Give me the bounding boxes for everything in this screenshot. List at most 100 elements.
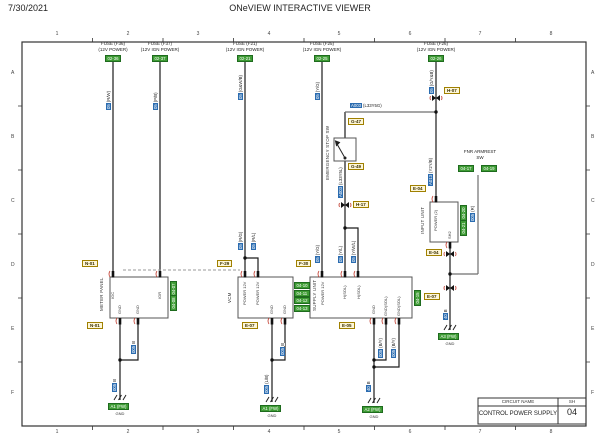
grid-row-left-E: E (11, 326, 15, 332)
wire-color: (B/Y) (378, 338, 384, 348)
grid-col-bot-5: 5 (337, 429, 341, 435)
wire-id: 05 (315, 93, 321, 100)
input-ref1-tag[interactable]: 04-20 (460, 205, 468, 221)
fuse-f26-name: FUSE (F26) (423, 41, 449, 46)
connector-tag-h07[interactable]: H-07 (444, 87, 460, 95)
supply-pin-gndsol1: GND(SOL) (382, 296, 388, 316)
meter-panel-pin-gnd1: GND (116, 305, 122, 314)
grid-row-right-F: F (591, 390, 595, 396)
grid-row-right-D: D (591, 262, 595, 268)
connector-tag-n01-bottom[interactable]: N-01 (87, 322, 103, 330)
connector-icons (338, 95, 457, 291)
wire-color: (G&W/B) (238, 75, 244, 93)
connector-tag-g49[interactable]: G-49 (348, 163, 365, 171)
grid-row-left-C: C (11, 198, 15, 204)
wire-color: (R/L) (251, 232, 257, 243)
emergency-stop-switch-icon (334, 140, 347, 160)
meter-panel-ref2-tag[interactable]: 04-08 (170, 295, 178, 311)
vcm-pin-gnd1: GND (268, 305, 274, 314)
fnr-ref1-tag[interactable]: 04-17 (458, 165, 474, 173)
vcm-name: VCM (227, 292, 232, 303)
title-block-frame (477, 397, 587, 425)
supply-ref-tag[interactable]: 04-15 (414, 290, 422, 306)
grid-col-top-1: 1 (55, 31, 59, 37)
wire-color: (R/W) (106, 91, 112, 103)
page-title: ONeVIEW INTERACTIVE VIEWER (229, 3, 371, 13)
meter-panel-pin-igc: IGC (109, 291, 115, 299)
wire-id: 005 (470, 212, 476, 222)
connector-tag-n01-top[interactable]: N-01 (82, 260, 98, 268)
wire-label-supply-gnd3: 40 B (366, 381, 372, 392)
fuse-f36-name: FUSE (F36) (100, 41, 126, 46)
wire-color: (L/B) (264, 374, 270, 384)
supply-pin-gndsol2: GND(SOL) (395, 296, 401, 316)
fuse-f37-ref-tag[interactable]: 02-37 (152, 55, 168, 63)
wire-color: B (112, 378, 118, 382)
grid-row-left-D: D (11, 262, 15, 268)
wire-id: 005 (280, 346, 286, 356)
fuse-f37-name: FUSE (F37) (147, 41, 173, 46)
connector-tag-e04-mid[interactable]: E-04 (426, 249, 442, 257)
gnd-label-meter: GND (115, 411, 125, 416)
connector-tag-e07-vcm[interactable]: E-07 (242, 322, 258, 330)
wire-color: B (366, 381, 372, 385)
wire-color: (Y/L) (338, 245, 344, 256)
junction-nodes (118, 110, 452, 369)
grid-row-left-F: F (11, 390, 15, 396)
fuse-f25-ref-tag[interactable]: 02-25 (314, 55, 330, 63)
wire-id: 005 (264, 384, 270, 394)
grid-row-right-C: C (591, 198, 595, 204)
ground-ref-tag-supply[interactable]: A2 (FW) (362, 406, 383, 414)
connector-tag-f30[interactable]: F-30 (296, 260, 312, 268)
grid-row-right-B: B (591, 134, 595, 140)
fuse-f37-desc: (12V IGN POWER) (140, 47, 180, 52)
ground-ref-tag-vcm[interactable]: A1 (FW) (260, 405, 281, 413)
fuse-f36-ref-tag[interactable]: 02-36 (105, 55, 121, 63)
fnr-ref2-tag[interactable]: 04-19 (481, 165, 497, 173)
grid-row-left-A: A (11, 70, 15, 76)
vcm-ref3-tag[interactable]: 04-12 (294, 297, 310, 305)
supply-pin-hsol1: H(SOL) (341, 285, 347, 299)
wire-label-vcm-in1: 05 (R/G) (238, 231, 244, 250)
pin-marks (108, 195, 448, 325)
grid-col-bot-3: 3 (196, 429, 200, 435)
connector-tag-e07-low[interactable]: E-07 (424, 293, 440, 301)
fuse-f21-ref-tag[interactable]: 02-21 (237, 55, 253, 63)
vcm-ref2-tag[interactable]: 04-11 (294, 289, 310, 297)
meter-panel-pin-gnd2: GND (134, 305, 140, 314)
page-date: 7/30/2021 (8, 3, 49, 13)
wire-id: 05 (338, 256, 344, 263)
fuse-f26-ref-tag[interactable]: 02-26 (428, 55, 444, 63)
grid-row-left-B: B (11, 134, 15, 140)
fuse-f21-name: FUSE (F21) (232, 41, 258, 46)
ground-icons (113, 324, 457, 404)
wire-id: A003 (338, 185, 344, 198)
supply-unit-name: SUPPLY UNIT (312, 279, 317, 311)
grid-col-top-2: 2 (126, 31, 130, 37)
unit-boxes (109, 137, 459, 319)
connector-tag-e04-top[interactable]: E-04 (410, 185, 426, 193)
wire-id: 005 (131, 344, 137, 354)
connector-tag-f29[interactable]: F-29 (217, 260, 233, 268)
fuse-f36-desc: (12V POWER) (98, 47, 128, 52)
sheet-number: 04 (566, 407, 578, 417)
connector-tag-h17[interactable]: H-17 (353, 201, 369, 209)
ground-ref-tag-input[interactable]: A3 (FW) (438, 333, 459, 341)
input-ref2-tag[interactable]: 04-21 (460, 220, 468, 236)
wire-label-vcm-gnd2: 005 (L/B) (264, 374, 270, 394)
wire-label-input-gnd: 40 B (443, 309, 449, 320)
meter-panel-name: METER PANEL (99, 277, 104, 311)
connector-tag-e05[interactable]: E-05 (339, 322, 355, 330)
grid-col-top-8: 8 (549, 31, 553, 37)
wire-id: A013 (428, 173, 434, 186)
vcm-ref4-tag[interactable]: 04-13 (294, 304, 310, 312)
vcm-ref1-tag[interactable]: 04-10 (294, 282, 310, 290)
connector-tag-g47[interactable]: G-47 (348, 118, 365, 126)
grid-row-right-A: A (591, 70, 595, 76)
grid-col-top-4: 4 (267, 31, 271, 37)
wire-label-estop-vertical: A003 (L33Y5L) (338, 167, 344, 198)
ground-ref-tag-meter[interactable]: A1 (FW) (108, 403, 129, 411)
wire-label-supply-gnd1: 005 (B/Y) (378, 338, 384, 358)
wire-label-f26: 05 (G/Y&B) (429, 70, 435, 94)
